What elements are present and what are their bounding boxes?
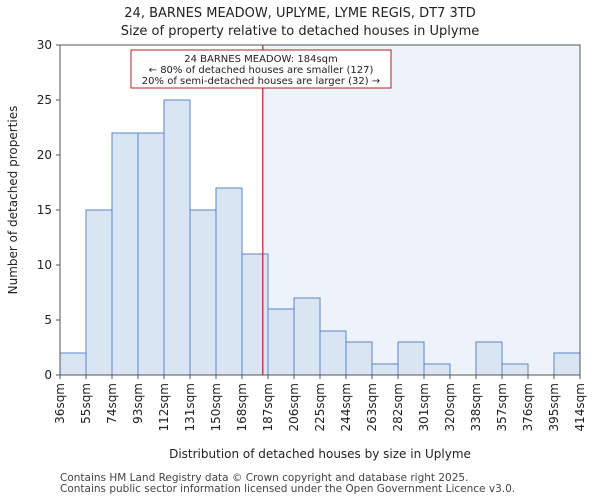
- x-tick-label: 55sqm: [79, 383, 93, 424]
- x-tick-label: 168sqm: [235, 383, 249, 431]
- x-tick-label: 36sqm: [53, 383, 67, 424]
- bar-225sqm: [319, 330, 347, 376]
- bar-395sqm: [553, 352, 581, 376]
- bar-168sqm: [241, 253, 269, 376]
- bar-263sqm: [371, 363, 399, 376]
- footer-line-2: Contains public sector information licen…: [60, 483, 516, 495]
- x-tick-label: 301sqm: [417, 383, 431, 431]
- y-tick-label: 20: [37, 148, 52, 162]
- bar-36sqm: [59, 352, 87, 376]
- x-tick-label: 282sqm: [391, 383, 405, 431]
- histogram-chart: 0 5 10 15 20 25 30 36sqm 55sqm 74sqm 93sqm 112sqm 13…: [6, 38, 587, 461]
- x-tick-label: 93sqm: [131, 383, 145, 424]
- annotation-box: 24 BARNES MEADOW: 184sqm ← 80% of detach…: [130, 49, 392, 89]
- bar-187sqm: [267, 308, 295, 376]
- y-axis-label: Number of detached properties: [6, 106, 20, 295]
- y-tick-label: 15: [37, 203, 52, 217]
- x-tick-label: 131sqm: [183, 383, 197, 431]
- x-tick-label: 376sqm: [521, 383, 535, 431]
- x-tick-label: 357sqm: [495, 383, 509, 431]
- annotation-line-1: 24 BARNES MEADOW: 184sqm: [184, 54, 337, 65]
- footer: Contains HM Land Registry data © Crown c…: [60, 473, 515, 495]
- footer-line-1: Contains HM Land Registry data © Crown c…: [60, 472, 469, 484]
- x-tick-label: 414sqm: [573, 383, 587, 431]
- bar-301sqm: [423, 363, 451, 376]
- bar-244sqm: [345, 341, 373, 376]
- y-tick-label: 25: [37, 93, 52, 107]
- bar-55sqm: [85, 209, 113, 376]
- x-tick-label: 74sqm: [105, 383, 119, 424]
- x-tick-label: 187sqm: [261, 383, 275, 431]
- x-tick-label: 206sqm: [287, 383, 301, 431]
- bar-282sqm: [397, 341, 425, 376]
- x-tick-label: 320sqm: [443, 383, 457, 431]
- y-tick-label: 5: [44, 313, 52, 327]
- y-tick-label: 30: [37, 38, 52, 52]
- x-tick-label: 225sqm: [313, 383, 327, 431]
- annotation-line-2: ← 80% of detached houses are smaller (12…: [149, 65, 374, 76]
- chart-subtitle: Size of property relative to detached ho…: [120, 24, 480, 39]
- chart-title: 24, BARNES MEADOW, UPLYME, LYME REGIS, D…: [124, 6, 476, 21]
- y-tick-label: 10: [37, 258, 52, 272]
- bar-150sqm: [215, 187, 243, 376]
- bar-112sqm: [163, 99, 191, 376]
- bar-93sqm: [137, 132, 165, 376]
- annotation-line-3: 20% of semi-detached houses are larger (…: [142, 76, 380, 87]
- x-tick-label: 395sqm: [547, 383, 561, 431]
- x-axis-label: Distribution of detached houses by size …: [169, 447, 471, 461]
- x-tick-label: 150sqm: [209, 383, 223, 431]
- bar-357sqm: [501, 363, 529, 376]
- x-tick-label: 338sqm: [469, 383, 483, 431]
- bar-74sqm: [111, 132, 139, 376]
- bar-206sqm: [293, 297, 321, 376]
- x-tick-label: 244sqm: [339, 383, 353, 431]
- bar-131sqm: [189, 209, 217, 376]
- bar-338sqm: [475, 341, 503, 376]
- x-tick-label: 263sqm: [365, 383, 379, 431]
- x-tick-label: 112sqm: [157, 383, 171, 431]
- y-tick-label: 0: [44, 368, 52, 382]
